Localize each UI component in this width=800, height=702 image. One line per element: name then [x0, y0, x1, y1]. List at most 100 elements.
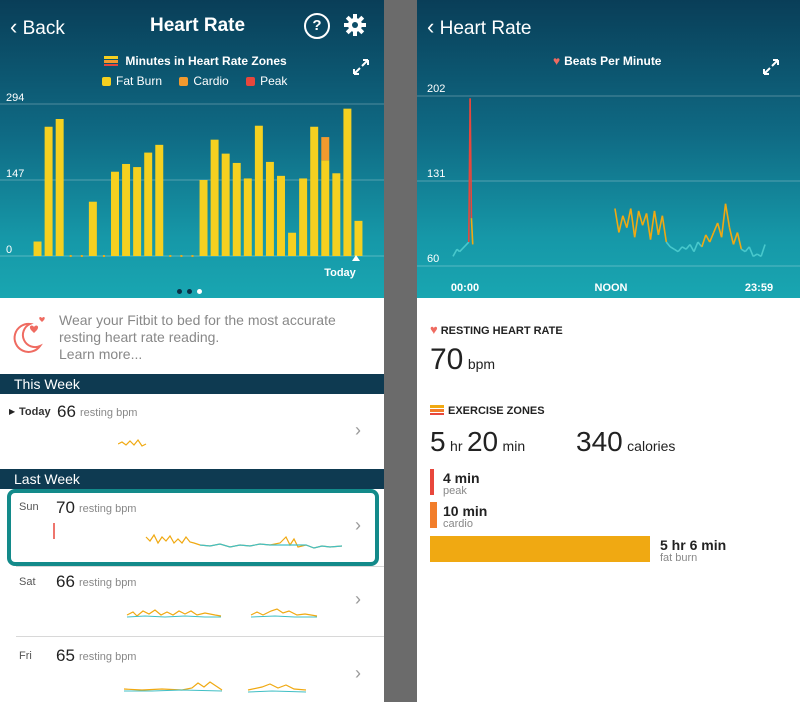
help-button[interactable]: ? — [304, 13, 330, 39]
exercise-zones-label: EXERCISE ZONES — [430, 405, 545, 417]
row-day: Today — [19, 406, 51, 418]
x-tick-label-today: Today — [324, 267, 356, 279]
bpm-line-segment — [709, 232, 715, 243]
y-tick-label: 147 — [6, 168, 24, 180]
heart-icon: ♥ — [553, 54, 561, 68]
bpm-line-segment — [673, 248, 679, 253]
expand-icon[interactable] — [762, 58, 780, 76]
bpm-line-segment — [705, 234, 711, 243]
bpm-line-chart[interactable]: 60 131 202 00:00 NOON 23:59 — [417, 80, 800, 298]
bpm-chart-title: ♥ Beats Per Minute — [553, 54, 662, 68]
bar-fat-burn — [122, 163, 131, 256]
x-tick-label: 23:59 — [745, 282, 773, 294]
row-day: Sat — [19, 576, 36, 588]
row-value: 66 — [57, 402, 76, 421]
back-label: Heart Rate — [439, 18, 532, 39]
bpm-line-segment — [712, 222, 719, 233]
zone-bar — [430, 502, 438, 528]
bpm-line-segment — [732, 232, 739, 245]
bar-fat-burn — [265, 161, 274, 256]
bpm-line-segment — [720, 203, 727, 238]
zones-legend: Fat Burn Cardio Peak — [102, 74, 287, 88]
row-sparkline — [118, 438, 147, 447]
tip-text: Wear your Fitbit to bed for the most acc… — [59, 312, 336, 362]
bpm-line-segment — [693, 241, 699, 252]
bpm-line-segment — [452, 248, 458, 257]
exercise-duration: 5 hr 20 min — [430, 426, 526, 457]
bar-empty-marker — [69, 255, 72, 257]
bpm-line-segment — [697, 241, 703, 248]
bpm-line-segment — [689, 244, 695, 253]
list-item-today[interactable]: ▶ Today 66 resting bpm › — [0, 394, 384, 464]
bpm-line-segment — [645, 213, 652, 240]
row-unit: resting bpm — [79, 503, 137, 515]
row-value: 65 — [56, 646, 75, 665]
gear-icon[interactable] — [343, 13, 367, 37]
bar-fat-burn — [55, 118, 64, 256]
bpm-line-segment — [661, 215, 668, 243]
learn-more-link[interactable]: Learn more... — [59, 346, 143, 362]
selected-row-highlight — [7, 489, 379, 566]
y-tick-label: 0 — [6, 244, 12, 256]
zones-bar-chart[interactable]: 0 147 294 Today — [0, 92, 384, 282]
row-sparkline — [123, 681, 307, 693]
expand-icon[interactable] — [352, 58, 370, 76]
bar-fat-burn — [88, 201, 97, 256]
bar-empty-marker — [102, 255, 105, 257]
bar-fat-burn — [111, 171, 119, 256]
bpm-line-segment — [626, 208, 632, 228]
bpm-line-segment — [681, 246, 687, 250]
x-tick-label: 00:00 — [451, 282, 479, 294]
x-tick-label: NOON — [595, 282, 628, 294]
list-item-sat[interactable]: Sat 66 resting bpm › — [0, 567, 384, 635]
row-sparkline — [53, 523, 343, 549]
bar-fat-burn — [277, 175, 285, 256]
row-unit: resting bpm — [79, 577, 137, 589]
list-item-fri[interactable]: Fri 65 resting bpm › — [0, 637, 384, 702]
heart-icon: ♥ — [430, 322, 438, 337]
today-marker-icon — [352, 255, 360, 261]
resting-heart-rate-value: 70 bpm — [430, 343, 496, 376]
back-label: Back — [22, 18, 65, 39]
bpm-line-segment — [618, 215, 624, 233]
bpm-line-segment — [633, 210, 640, 238]
bpm-line-segment — [760, 244, 766, 257]
bar-fat-burn — [44, 126, 53, 257]
bar-empty-marker — [180, 255, 183, 257]
bpm-line-segment — [724, 203, 731, 228]
bpm-line-segment — [728, 227, 735, 245]
bpm-line-segment — [744, 246, 750, 253]
divider — [16, 566, 384, 567]
row-unit: resting bpm — [79, 651, 137, 663]
zone-bar — [430, 469, 434, 495]
current-day-marker-icon: ▶ — [9, 407, 16, 416]
bpm-line-segment — [649, 210, 656, 240]
back-button[interactable]: ‹ Back — [10, 14, 65, 40]
bar-empty-marker — [80, 255, 83, 257]
overview-header — [0, 0, 384, 298]
detail-header — [417, 0, 800, 298]
bpm-line-segment — [665, 241, 671, 248]
chevron-right-icon: › — [355, 515, 361, 535]
chevron-left-icon: ‹ — [10, 14, 18, 39]
y-tick-label: 131 — [427, 168, 445, 180]
row-value: 70 — [56, 498, 75, 517]
bpm-line-segment — [748, 246, 754, 257]
page-dot — [177, 289, 182, 294]
exercise-calories: 340 calories — [576, 426, 676, 457]
bar-fat-burn — [33, 241, 42, 256]
row-day: Sun — [19, 501, 39, 513]
row-sparkline — [126, 608, 318, 618]
divider — [16, 636, 384, 637]
bpm-line-segment — [456, 248, 461, 253]
bar-empty-marker — [191, 255, 194, 257]
back-button[interactable]: ‹ Heart Rate — [427, 14, 531, 40]
bpm-line-segment — [637, 210, 644, 226]
zones-bars-icon — [430, 405, 444, 415]
bpm-line-segment — [459, 241, 470, 253]
last-week-header: Last Week — [0, 469, 384, 489]
bpm-line-segment — [740, 248, 746, 253]
list-item-sun[interactable]: Sun 70 resting bpm › — [0, 489, 384, 564]
bar-cardio — [321, 137, 330, 161]
page-dots[interactable] — [177, 281, 202, 299]
